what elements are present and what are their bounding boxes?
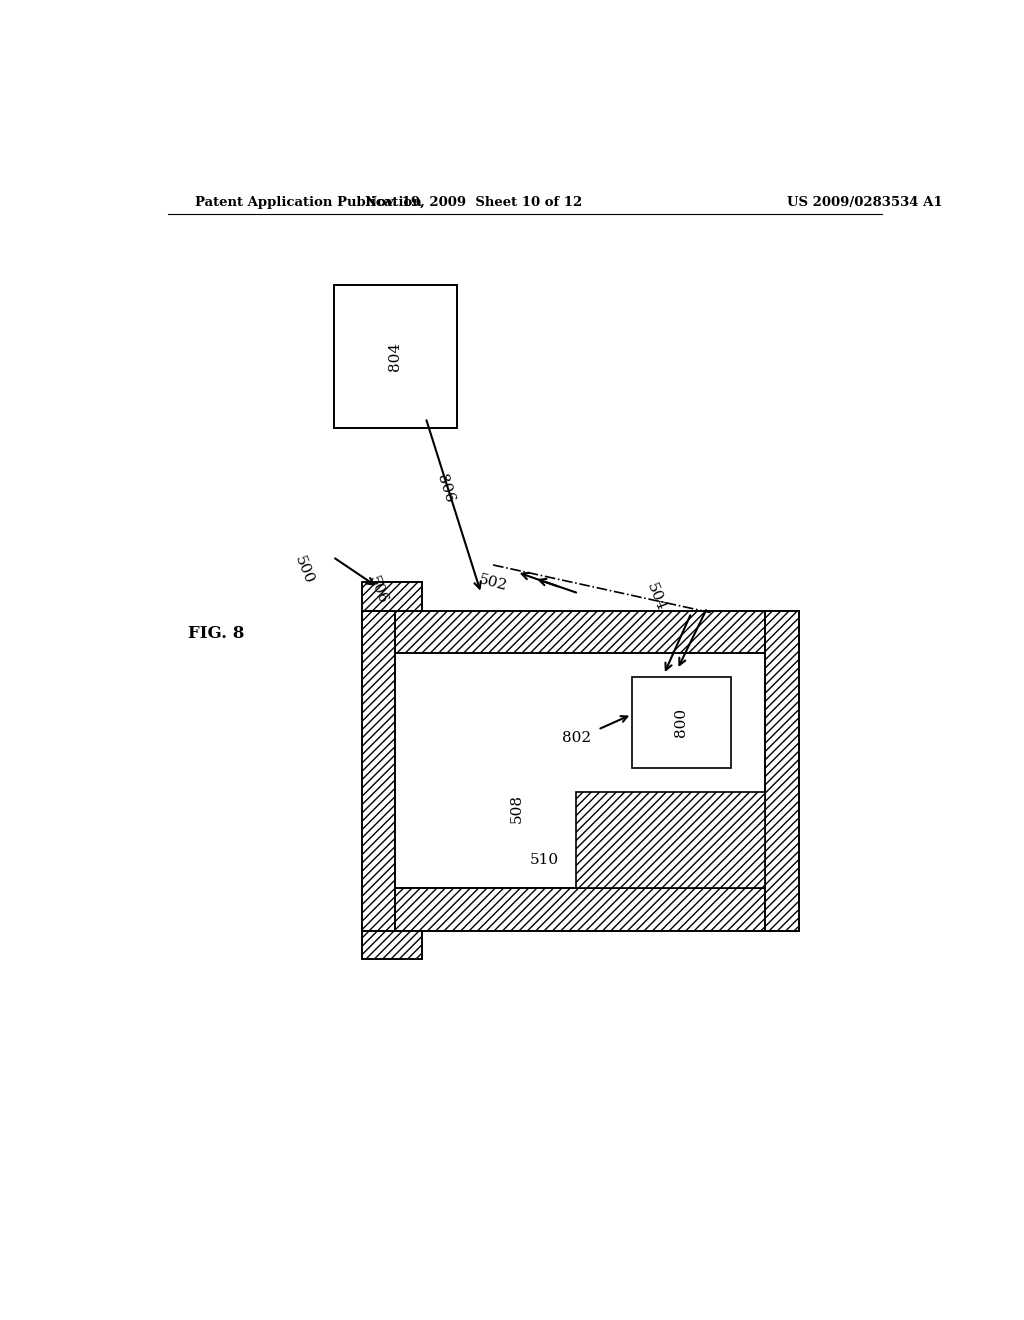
- Bar: [395, 653, 765, 888]
- Bar: [362, 931, 422, 960]
- Text: 506: 506: [366, 574, 390, 606]
- Text: 800: 800: [674, 708, 688, 737]
- Text: 804: 804: [388, 342, 402, 371]
- Text: 500: 500: [292, 554, 316, 586]
- Text: 806: 806: [434, 473, 457, 504]
- Bar: [362, 611, 395, 931]
- Text: Nov. 19, 2009  Sheet 10 of 12: Nov. 19, 2009 Sheet 10 of 12: [365, 195, 582, 209]
- Bar: [362, 611, 799, 653]
- Bar: [765, 611, 799, 931]
- Text: FIG. 8: FIG. 8: [187, 624, 244, 642]
- Text: 502: 502: [477, 573, 509, 594]
- Bar: [362, 888, 799, 931]
- Text: Patent Application Publication: Patent Application Publication: [196, 195, 422, 209]
- Text: 510: 510: [530, 853, 559, 867]
- Text: 508: 508: [510, 795, 524, 824]
- Text: US 2009/0283534 A1: US 2009/0283534 A1: [786, 195, 942, 209]
- Bar: [362, 582, 422, 611]
- Bar: [334, 285, 458, 428]
- Bar: [577, 792, 765, 888]
- Text: 802: 802: [562, 731, 591, 744]
- Text: 504: 504: [644, 581, 668, 614]
- Bar: [632, 677, 731, 768]
